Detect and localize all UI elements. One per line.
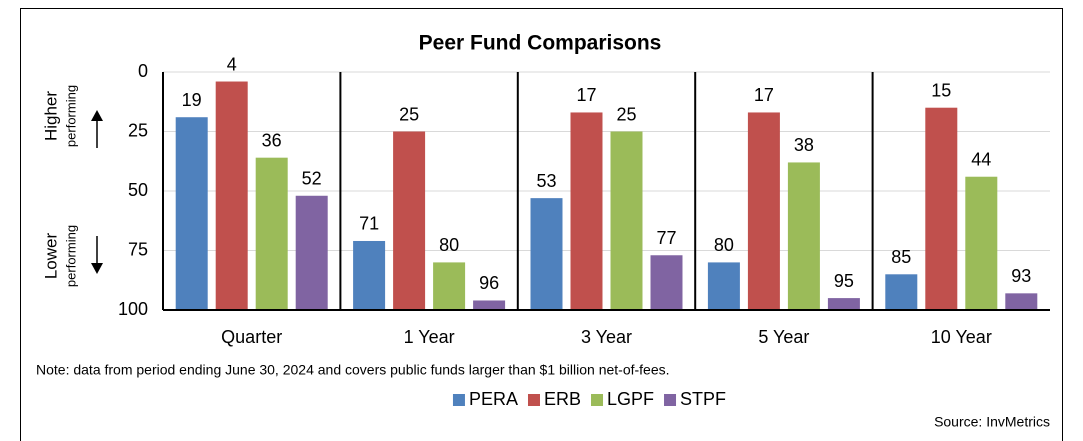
bar — [827, 298, 860, 310]
data-label: 17 — [576, 85, 596, 105]
y-tick-label: 0 — [138, 61, 148, 81]
arrow-head — [91, 263, 103, 274]
x-tick-label: 3 Year — [581, 327, 632, 347]
y-annotation: performing — [63, 85, 78, 147]
arrow-head — [91, 110, 103, 121]
bar — [433, 262, 466, 310]
data-label: 80 — [439, 235, 459, 255]
data-label: 77 — [656, 228, 676, 248]
bar — [473, 300, 506, 310]
bar — [707, 262, 740, 310]
legend-swatch — [664, 394, 677, 406]
data-label: 96 — [479, 273, 499, 293]
bar — [215, 81, 248, 311]
bar — [570, 112, 603, 311]
source: Source: InvMetrics — [934, 414, 1050, 430]
data-label: 36 — [262, 130, 282, 150]
bar — [965, 176, 998, 310]
x-tick-label: 5 Year — [758, 327, 809, 347]
data-label: 71 — [359, 214, 379, 234]
data-label: 38 — [794, 135, 814, 155]
data-label: 25 — [399, 104, 419, 124]
legend-label: ERB — [544, 389, 581, 409]
y-tick-label: 25 — [128, 120, 148, 140]
bar — [255, 157, 288, 310]
y-tick-label: 100 — [118, 299, 148, 319]
bar — [353, 240, 386, 310]
bar — [787, 162, 820, 310]
legend-label: PERA — [469, 389, 518, 409]
x-tick-label: Quarter — [221, 327, 282, 347]
y-annotation: Higher — [41, 91, 60, 141]
y-annotation: performing — [63, 225, 78, 287]
bar — [295, 195, 328, 310]
data-label: 17 — [754, 85, 774, 105]
data-label: 19 — [182, 90, 202, 110]
bar — [530, 198, 563, 310]
y-tick-label: 75 — [128, 239, 148, 259]
data-label: 93 — [1011, 266, 1031, 286]
data-label: 44 — [971, 149, 991, 169]
bar — [393, 131, 426, 310]
data-label: 52 — [302, 169, 322, 189]
legend-label: STPF — [680, 389, 726, 409]
data-label: 95 — [834, 271, 854, 291]
frame — [20, 8, 1063, 441]
legend-swatch — [527, 394, 540, 406]
bar — [925, 107, 958, 310]
data-label: 85 — [891, 247, 911, 267]
bar — [1005, 293, 1038, 310]
note: Note: data from period ending June 30, 2… — [36, 362, 670, 378]
legend-swatch — [452, 394, 465, 406]
data-label: 4 — [227, 54, 237, 74]
bar — [650, 255, 683, 310]
data-label: 53 — [536, 171, 556, 191]
data-label: 80 — [714, 235, 734, 255]
data-label: 15 — [931, 80, 951, 100]
y-tick-label: 50 — [128, 180, 148, 200]
y-annotation: Lower — [41, 233, 60, 280]
bar — [175, 117, 208, 310]
legend-label: LGPF — [607, 389, 654, 409]
bar — [610, 131, 643, 310]
legend-swatch — [591, 394, 604, 406]
x-tick-label: 1 Year — [404, 327, 455, 347]
data-label: 25 — [616, 104, 636, 124]
x-tick-label: 10 Year — [931, 327, 992, 347]
bar — [885, 274, 918, 310]
chart-title: Peer Fund Comparisons — [419, 32, 662, 55]
bar — [747, 112, 780, 311]
